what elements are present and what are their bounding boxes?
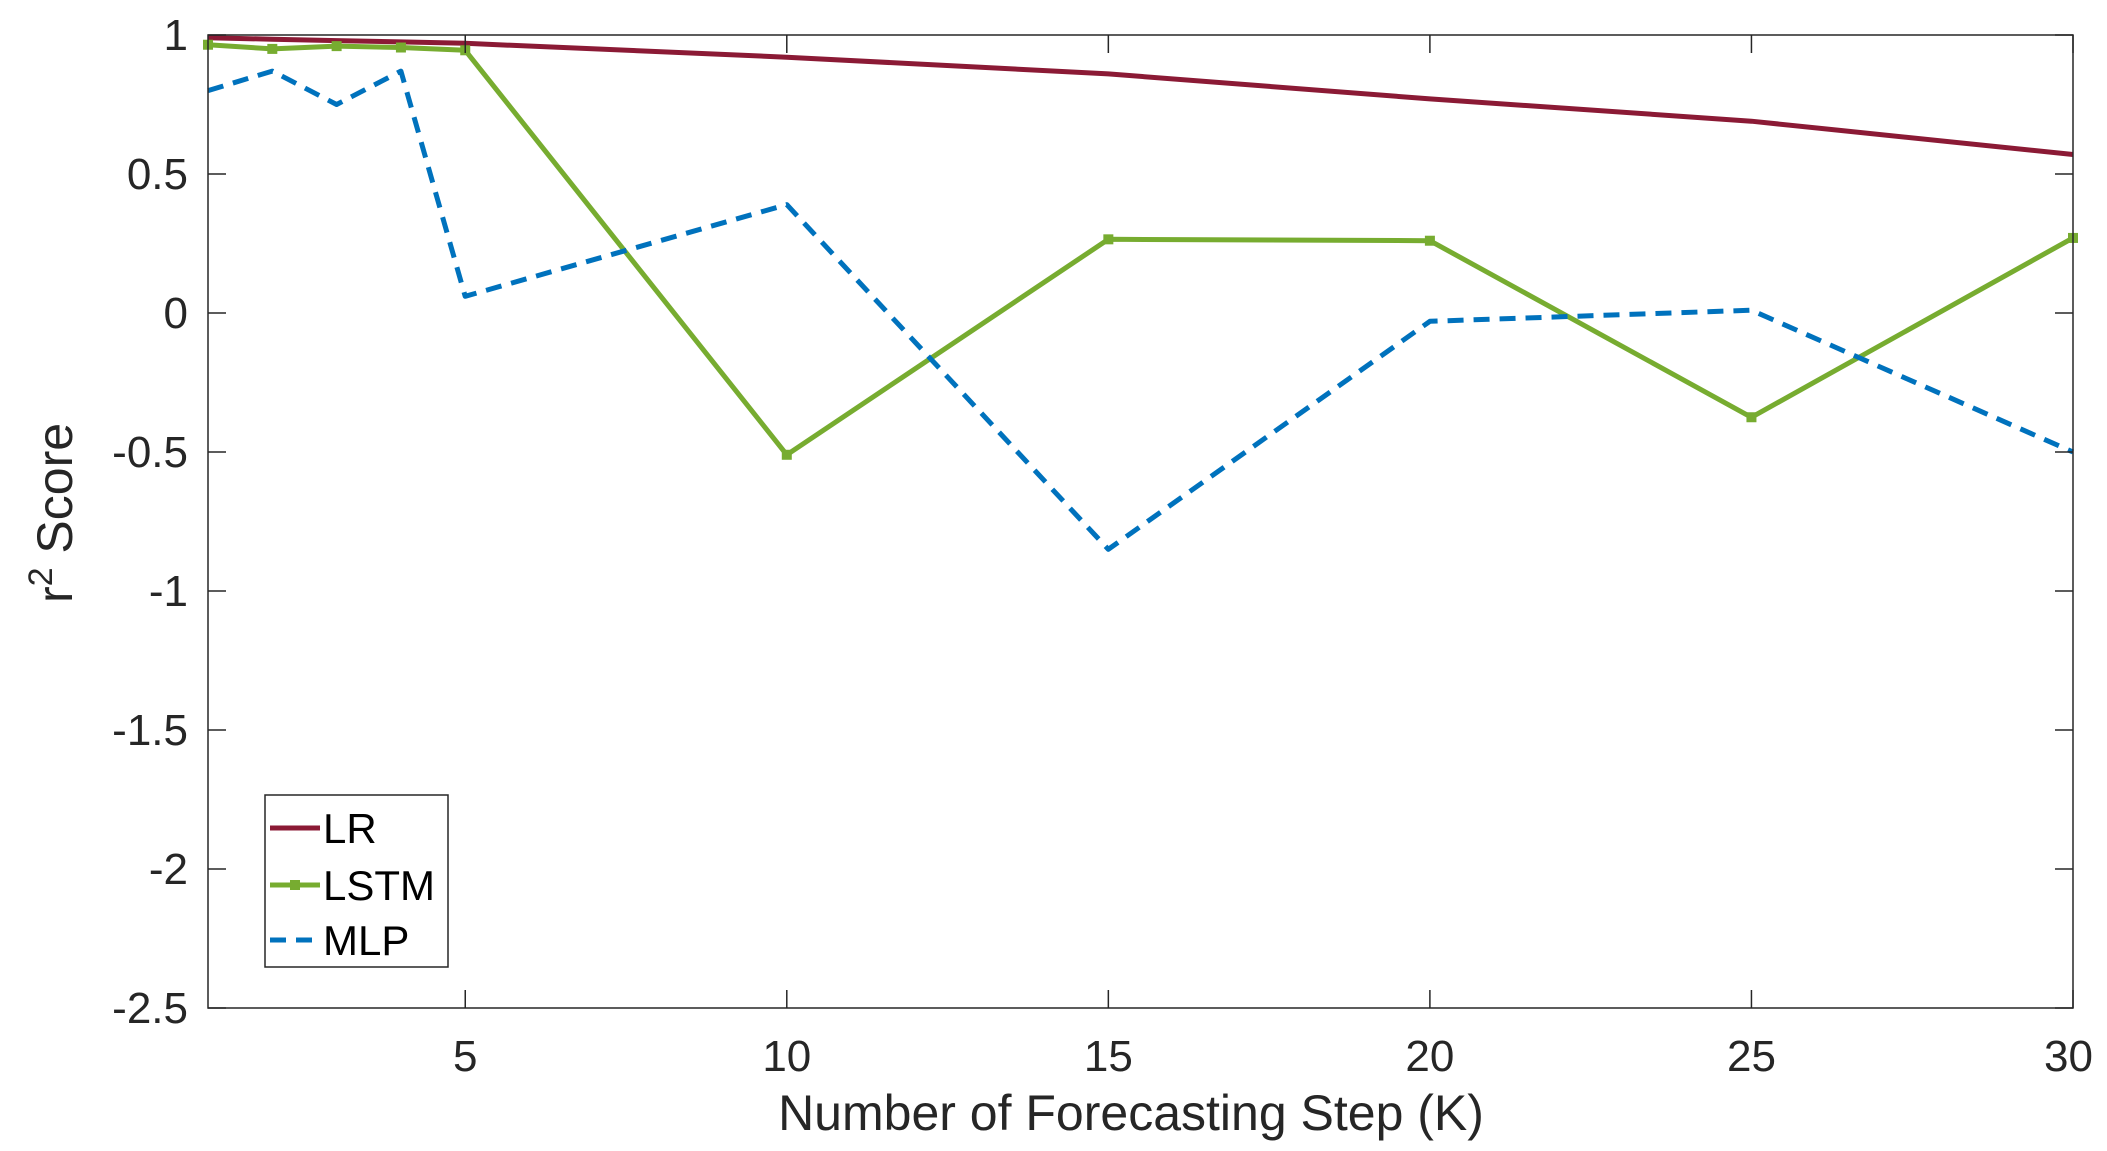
- data-point-lstm-1: [267, 43, 278, 54]
- axes-layer: -2.5-2-1.5-1-0.500.515 10 15 20 25 30: [112, 11, 2093, 1081]
- legend-label-lr: LR: [323, 805, 377, 852]
- y-tick-label: -2.5: [112, 984, 188, 1033]
- y-axis-label-superscript: 2: [22, 567, 60, 586]
- x-tick-label: 10: [762, 1032, 811, 1081]
- x-tick-label: 5: [453, 1032, 477, 1081]
- plot-area: [208, 35, 2073, 1008]
- y-tick-label: -1: [149, 567, 188, 616]
- legend-label-mlp: MLP: [323, 917, 409, 964]
- axes-box: [207, 34, 2074, 1009]
- y-tick-label: 0: [164, 289, 188, 338]
- y-axis-label: r2 Score: [22, 423, 83, 603]
- y-tick-label: -0.5: [112, 428, 188, 477]
- data-point-lstm-6: [1103, 234, 1114, 245]
- x-tick-label: 25: [1727, 1032, 1776, 1081]
- data-point-lstm-5: [781, 449, 792, 460]
- y-axis-label-base: r: [27, 586, 83, 603]
- data-point-lstm-2: [331, 41, 342, 52]
- legend-marker-lstm: [290, 880, 300, 890]
- x-tick-label: 15: [1084, 1032, 1133, 1081]
- data-point-lstm-3: [395, 42, 406, 53]
- legend-label-lstm: LSTM: [323, 862, 435, 909]
- x-axis-label: Number of Forecasting Step (K): [778, 1085, 1484, 1141]
- series-line-mlp: [207, 68, 2075, 552]
- y-tick-label: -1.5: [112, 706, 188, 755]
- data-point-lstm-8: [1746, 412, 1757, 423]
- series-line-lr: [207, 35, 2074, 157]
- legend: LR LSTM MLP: [264, 794, 449, 968]
- y-tick-label: 1: [164, 11, 188, 60]
- x-tick-label: 20: [1405, 1032, 1454, 1081]
- plot-background: [208, 35, 2073, 1008]
- x-tick-label: 30: [2044, 1032, 2093, 1081]
- y-axis-label-rest: Score: [27, 423, 83, 568]
- y-tick-label: 0.5: [127, 150, 188, 199]
- data-point-lstm-7: [1424, 235, 1435, 246]
- y-tick-label: -2: [149, 845, 188, 894]
